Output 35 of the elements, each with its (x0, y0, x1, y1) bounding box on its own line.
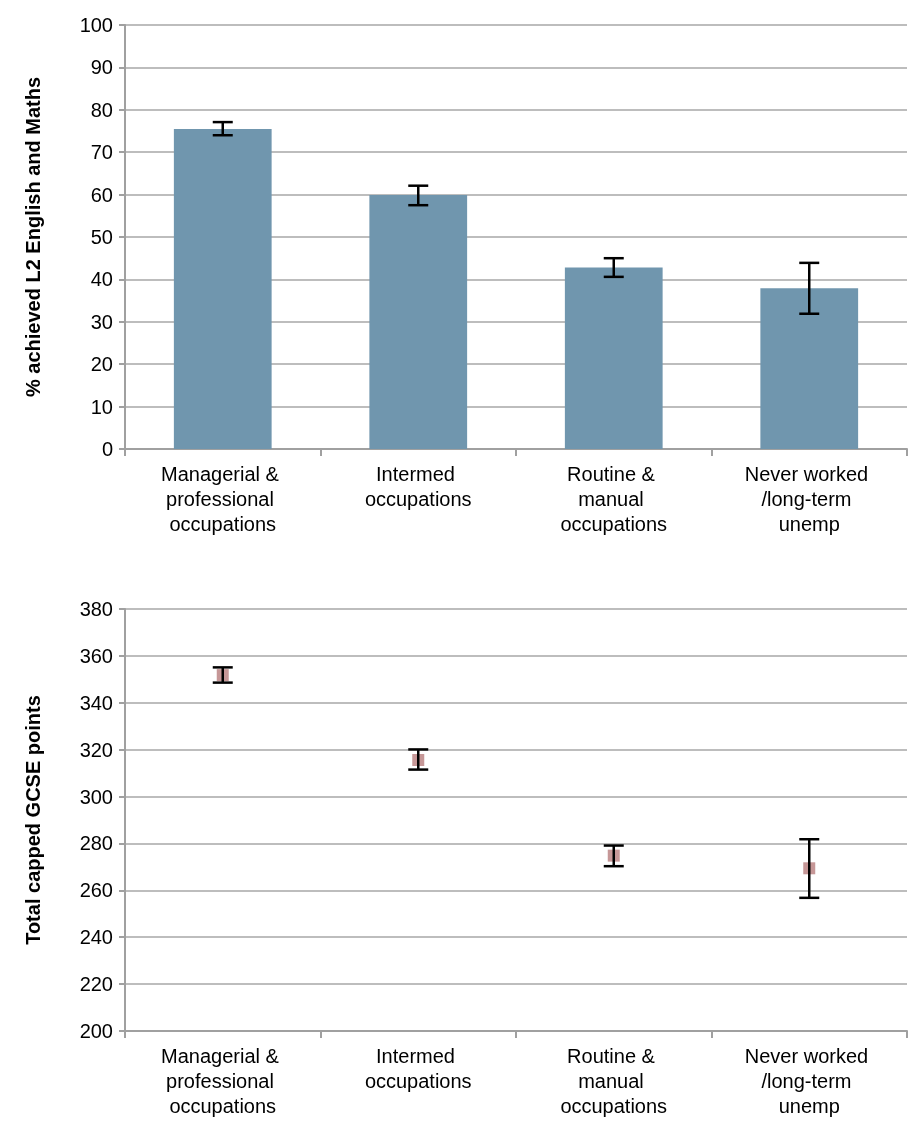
y-axis-title: Total capped GCSE points (22, 695, 44, 945)
x-tick-label: Never worked /long-term unemp (744, 1044, 874, 1117)
y-tick-label: 30 (90, 310, 113, 333)
y-tick-label: 20 (90, 353, 113, 376)
y-tick-label: 70 (90, 141, 113, 164)
y-tick-label: 260 (79, 879, 113, 902)
y-tick-label: 220 (79, 973, 113, 996)
y-tick-label: 200 (79, 1020, 113, 1042)
x-tick-label: Managerial & professional occupations (161, 1044, 285, 1117)
y-tick-label: 300 (79, 785, 113, 808)
bar (760, 288, 859, 449)
y-tick-label: 320 (79, 738, 113, 761)
y-tick-label: 240 (79, 926, 113, 949)
y-tick-label: 380 (79, 598, 113, 620)
x-tick-label: Managerial & professional occupations (161, 462, 285, 535)
y-tick-label: 340 (79, 691, 113, 714)
x-tick-label: Intermed occupations (364, 462, 472, 510)
y-tick-label: 90 (90, 56, 113, 79)
bar (369, 195, 468, 449)
y-tick-label: 10 (90, 395, 113, 418)
bar (173, 128, 272, 449)
y-tick-label: 60 (90, 183, 113, 206)
y-tick-label: 50 (90, 226, 113, 248)
bar (564, 267, 663, 449)
y-tick-label: 100 (79, 14, 113, 36)
x-tick-label: Routine & manual occupations (560, 1044, 668, 1117)
y-tick-label: 280 (79, 832, 113, 855)
y-tick-label: 40 (90, 268, 113, 291)
x-tick-label: Never worked /long-term unemp (744, 462, 874, 535)
y-axis-title: % achieved L2 English and Maths (22, 76, 44, 398)
y-tick-label: 0 (101, 438, 113, 460)
y-tick-label: 360 (79, 644, 113, 667)
x-tick-label: Routine & manual occupations (560, 462, 668, 535)
x-tick-label: Intermed occupations (364, 1044, 472, 1092)
y-tick-label: 80 (90, 98, 113, 121)
